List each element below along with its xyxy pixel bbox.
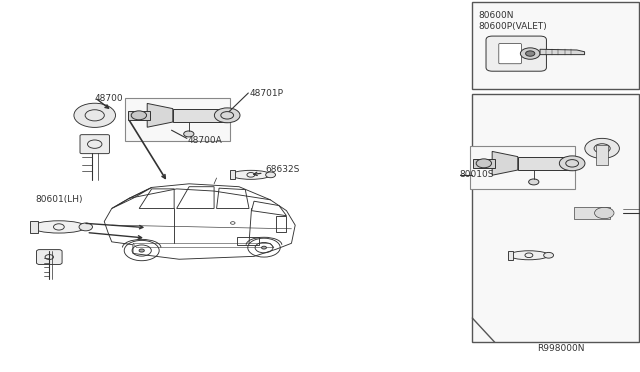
Text: 80600N: 80600N [479, 11, 514, 20]
Circle shape [544, 252, 554, 258]
Circle shape [476, 159, 492, 168]
Circle shape [131, 111, 147, 120]
FancyBboxPatch shape [499, 44, 522, 64]
Circle shape [595, 207, 614, 219]
Circle shape [559, 156, 585, 171]
Circle shape [262, 246, 266, 249]
Bar [596, 145, 608, 165]
Text: 80010S: 80010S [460, 170, 494, 179]
Text: 80601(LH): 80601(LH) [35, 195, 83, 203]
Circle shape [79, 223, 93, 231]
Polygon shape [230, 170, 236, 179]
Text: 68632S: 68632S [266, 165, 300, 174]
Text: 80600P(VALET): 80600P(VALET) [479, 22, 547, 31]
Text: 48700: 48700 [95, 94, 124, 103]
Ellipse shape [509, 251, 548, 260]
Bar [276, 217, 287, 232]
Bar [472, 2, 639, 89]
Bar [518, 157, 572, 170]
Text: R998000N: R998000N [538, 344, 585, 353]
Bar [470, 146, 575, 189]
Ellipse shape [231, 170, 271, 179]
Circle shape [529, 179, 539, 185]
Polygon shape [30, 221, 38, 233]
Circle shape [266, 172, 275, 178]
FancyBboxPatch shape [80, 135, 109, 154]
FancyBboxPatch shape [486, 36, 547, 71]
Circle shape [585, 138, 620, 158]
Ellipse shape [32, 221, 86, 233]
Text: 48700A: 48700A [188, 136, 222, 145]
Bar [173, 109, 227, 122]
Text: 48701P: 48701P [250, 89, 284, 98]
Circle shape [214, 108, 240, 123]
Bar [473, 159, 495, 168]
Bar [472, 94, 639, 342]
Polygon shape [508, 251, 513, 260]
Circle shape [139, 249, 144, 252]
Polygon shape [147, 103, 173, 127]
Circle shape [184, 131, 194, 137]
Polygon shape [492, 151, 518, 175]
Circle shape [520, 48, 540, 59]
Bar [128, 111, 150, 120]
Polygon shape [540, 49, 584, 55]
Circle shape [525, 51, 535, 56]
Circle shape [74, 103, 115, 128]
FancyBboxPatch shape [36, 250, 62, 264]
Bar [574, 207, 611, 219]
Bar [237, 237, 259, 245]
Bar [125, 98, 230, 141]
